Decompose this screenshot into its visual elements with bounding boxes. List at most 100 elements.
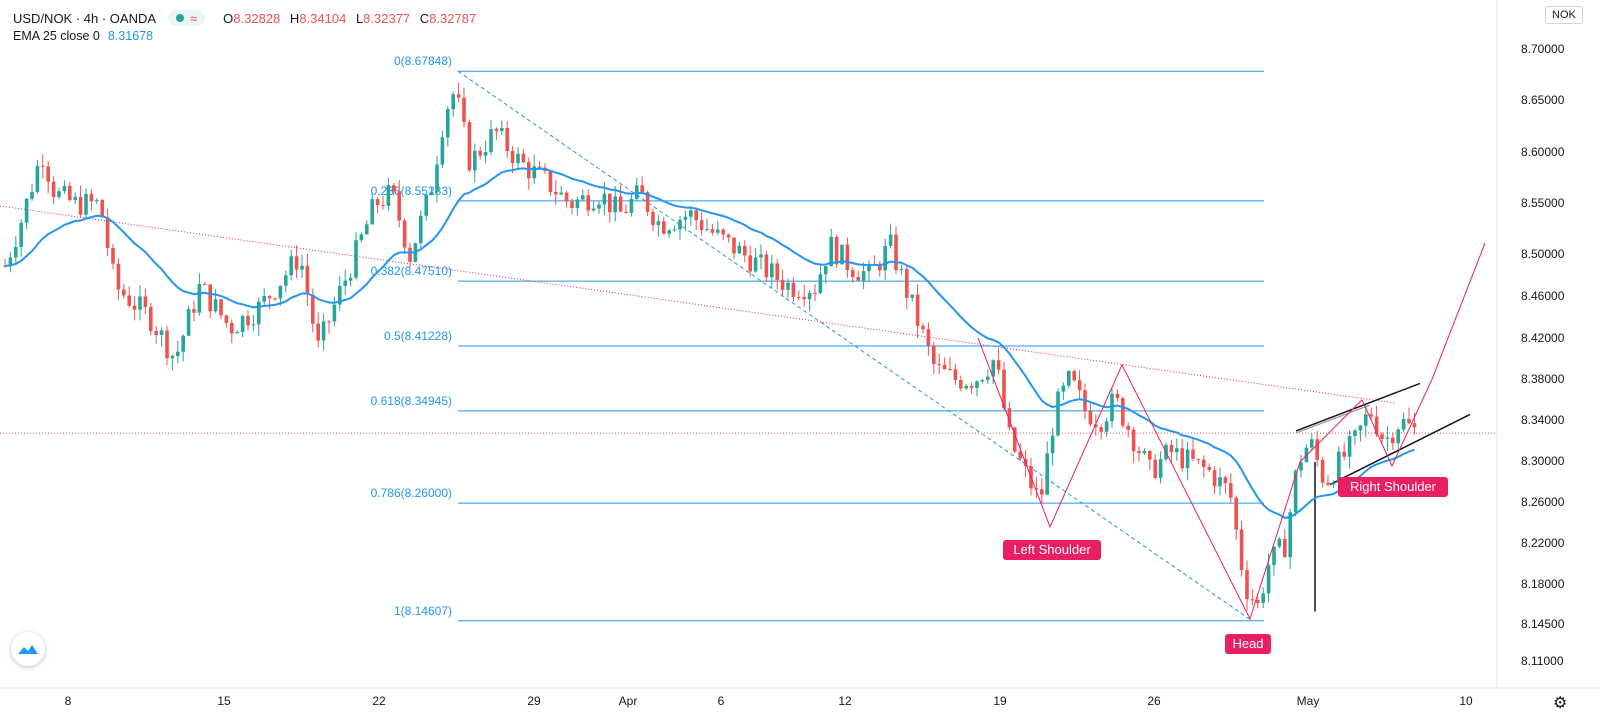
candle-body [478, 150, 482, 156]
candle [802, 284, 806, 307]
candle [548, 170, 553, 197]
candle [926, 322, 931, 356]
candle-body [1347, 436, 1352, 457]
candle-body [737, 245, 742, 254]
candle-body [1018, 451, 1022, 459]
candle-body [429, 191, 434, 195]
low-value: 8.32377 [363, 10, 411, 26]
candle [1061, 382, 1066, 400]
candle-body [1369, 414, 1373, 417]
candle [132, 296, 137, 321]
candle [30, 183, 34, 201]
candle [321, 313, 326, 351]
candle [1353, 429, 1357, 445]
candle [570, 198, 574, 215]
candle-body [1212, 469, 1217, 487]
ema-line [4, 167, 1415, 519]
candle [683, 210, 688, 231]
candle-body [181, 335, 185, 352]
candle [1239, 520, 1244, 577]
candle-body [224, 315, 229, 324]
candle [1320, 456, 1325, 488]
candle-body [678, 219, 682, 230]
candle [170, 354, 175, 371]
candle-body [219, 299, 223, 316]
pattern-label-text: Right Shoulder [1350, 479, 1437, 494]
candle [176, 340, 180, 364]
y-tick-label: 8.26000 [1521, 495, 1565, 509]
symbol-title[interactable]: USD/NOK · 4h · OANDA [13, 10, 157, 26]
candle-body [986, 376, 990, 381]
candle [392, 182, 396, 196]
candle-body [942, 364, 947, 370]
candle [948, 356, 952, 371]
fibonacci-retracement: 0(8.67848) 0.236(8.55283) 0.382(8.47510) 0.… [371, 54, 1264, 622]
candle [775, 258, 779, 290]
candle [656, 214, 661, 237]
candle [1396, 427, 1400, 450]
candle-body [316, 323, 320, 341]
candle [8, 252, 13, 273]
candle-body [980, 380, 985, 382]
candle-body [143, 296, 148, 307]
tradingview-logo[interactable] [11, 632, 45, 666]
candle-body [1013, 427, 1017, 452]
candle-body [176, 351, 180, 356]
candle-body [851, 270, 855, 278]
candle-body [57, 191, 61, 198]
candle [975, 380, 979, 397]
fib-level-label: 0(8.67848) [394, 54, 452, 68]
candle [721, 228, 725, 241]
gear-icon[interactable]: ⚙ [1553, 695, 1568, 712]
y-tick-label: 8.11000 [1521, 654, 1564, 668]
candle [332, 296, 337, 327]
candle-body [964, 385, 968, 389]
currency-button[interactable]: NOK [1545, 6, 1583, 24]
fib-level-label: 1(8.14607) [394, 604, 452, 618]
candle [95, 198, 99, 204]
candle [1121, 396, 1125, 428]
pattern-zigzag-line [977, 242, 1486, 621]
candle-body [640, 185, 644, 193]
high-value: 8.34104 [299, 10, 347, 26]
candle [608, 193, 612, 223]
candle [829, 228, 833, 267]
candle [710, 224, 715, 236]
candle [1148, 449, 1152, 470]
candle [953, 363, 958, 385]
candle [597, 200, 601, 214]
candle [1250, 589, 1255, 606]
candle-body [996, 360, 1001, 370]
market-status-pill[interactable]: ≈ [168, 10, 206, 26]
candle [1380, 431, 1384, 444]
candle-body [1385, 437, 1390, 439]
candle-body [726, 234, 731, 238]
candle-body [305, 265, 310, 295]
candle-body [1153, 459, 1157, 478]
candle [46, 160, 50, 194]
candle [1034, 477, 1039, 499]
candle [797, 290, 801, 300]
candle-body [197, 284, 202, 313]
candle [365, 220, 369, 235]
candle [780, 269, 785, 297]
candle-body [289, 256, 293, 276]
candle-body [278, 285, 283, 299]
candle [689, 205, 693, 226]
candle [257, 297, 261, 336]
candle [705, 218, 709, 232]
candle [408, 242, 412, 269]
candle-body [1061, 385, 1066, 392]
y-tick-label: 8.70000 [1521, 42, 1565, 56]
candle [300, 254, 304, 279]
candle [1256, 596, 1260, 609]
candle-body [1223, 477, 1228, 484]
candle-body [365, 224, 369, 235]
candle [316, 312, 320, 348]
candle [500, 120, 504, 136]
candle-body [203, 284, 207, 286]
candle [872, 255, 877, 266]
candle [581, 189, 585, 201]
ema-legend-label[interactable]: EMA 25 close 0 [13, 29, 100, 43]
